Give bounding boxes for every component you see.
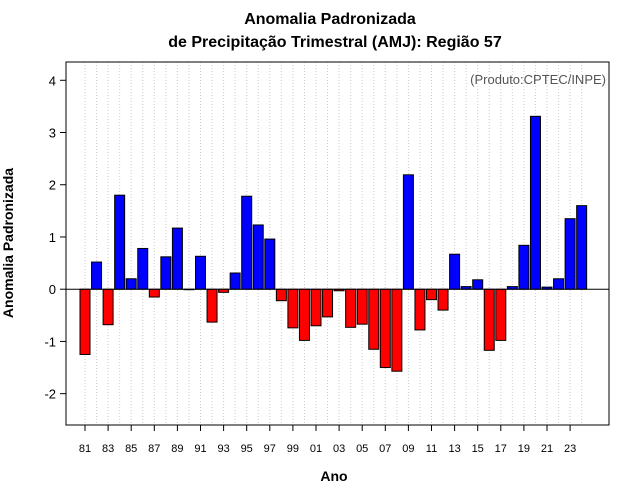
chart-title-line1: Anomalia Padronizada: [244, 11, 416, 28]
bar-1985: [125, 278, 137, 290]
x-axis-label: Ano: [320, 468, 347, 484]
bar-1987: [148, 288, 160, 298]
bar-1984: [114, 194, 126, 290]
credit-label: (Produto:CPTEC/INPE): [470, 72, 606, 87]
bar-1981: [79, 288, 91, 355]
bar-1983: [102, 288, 114, 326]
bar-2015: [472, 279, 484, 290]
chart-title-line2: de Precipitação Trimestral (AMJ): Região…: [168, 34, 502, 51]
x-tick-label: 83: [102, 443, 114, 455]
y-tick-label: 4: [49, 73, 56, 88]
bar-2024: [576, 205, 588, 290]
y-axis-label: Anomalia Padronizada: [0, 168, 16, 318]
x-tick-label: 07: [379, 443, 391, 455]
x-tick-label: 11: [426, 443, 437, 455]
bar-2008: [391, 288, 403, 372]
bar-1991: [195, 255, 206, 290]
bar-2010: [414, 288, 426, 331]
x-tick-label: 87: [148, 443, 160, 455]
bar-1986: [137, 247, 149, 290]
y-tick-label: 2: [49, 178, 56, 193]
x-tick-label: 05: [356, 443, 368, 455]
x-tick-label: 19: [518, 443, 530, 455]
bar-2007: [379, 288, 391, 369]
bar-2019: [518, 244, 530, 290]
bar-2004: [345, 288, 357, 328]
bar-1994: [229, 272, 241, 290]
x-tick-label: 17: [495, 443, 507, 455]
bar-2006: [368, 288, 380, 350]
bar-1998: [275, 288, 287, 302]
x-tick-label: 01: [310, 443, 322, 455]
x-tick-label: 23: [564, 443, 576, 455]
bar-1997: [264, 238, 276, 290]
x-tick-label: 13: [448, 443, 460, 455]
bar-2020: [529, 115, 541, 290]
x-tick-label: 15: [472, 443, 484, 455]
bar-1989: [171, 227, 183, 290]
x-tick-label: 85: [125, 443, 137, 455]
bar-1999: [287, 288, 299, 329]
bar-2022: [553, 278, 565, 290]
x-tick-label: 21: [541, 443, 553, 455]
y-tick-label: 1: [49, 230, 56, 245]
x-tick-label: 09: [402, 443, 414, 455]
plot-frame: [65, 61, 610, 426]
bar-1988: [160, 256, 172, 290]
bar-2011: [426, 288, 437, 301]
y-tick-label: 0: [49, 282, 56, 297]
y-axis: -2 -1 0 1 2 3 4: [44, 73, 66, 402]
x-tick-label: 95: [241, 443, 253, 455]
bar-2005: [356, 288, 368, 325]
bar-2017: [495, 288, 507, 341]
y-tick-label: -2: [44, 387, 56, 402]
x-tick-label: 97: [264, 443, 276, 455]
x-tick-label: 91: [194, 443, 206, 455]
bar-2000: [298, 288, 310, 341]
bar-1992: [206, 288, 218, 323]
bar-2023: [564, 218, 576, 290]
x-tick-label: 99: [287, 443, 299, 455]
bar-1982: [91, 261, 103, 290]
bar-1996: [252, 224, 264, 290]
bar-2013: [449, 253, 461, 290]
bar-2001: [310, 288, 322, 327]
bar-2012: [437, 288, 449, 311]
x-tick-label: 81: [79, 443, 91, 455]
x-axis: 81 83 85 87 89 91 93 95 97 99 01 03 05 07 09 11 13 15 17 19…: [79, 425, 576, 455]
bars: [79, 115, 588, 372]
bar-2002: [322, 288, 334, 318]
bar-2009: [402, 174, 414, 290]
bar-2016: [483, 288, 495, 351]
grid-lines: [84, 62, 583, 425]
bar-1995: [241, 195, 253, 290]
y-tick-label: -1: [44, 334, 56, 349]
x-tick-label: 93: [217, 443, 229, 455]
x-tick-label: 03: [333, 443, 345, 455]
x-tick-label: 89: [171, 443, 183, 455]
y-tick-label: 3: [49, 126, 56, 141]
